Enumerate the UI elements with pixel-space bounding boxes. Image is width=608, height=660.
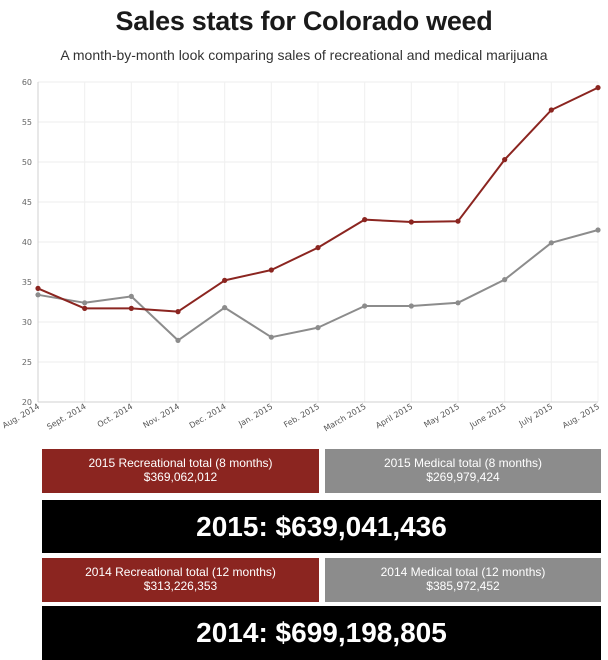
y-tick-label: 30 bbox=[22, 318, 32, 327]
chart-title: Sales stats for Colorado weed bbox=[115, 6, 493, 36]
rec-2015-value: $369,062,012 bbox=[143, 470, 218, 484]
med-2015-value: $269,979,424 bbox=[426, 470, 500, 484]
x-tick-label: Oct. 2014 bbox=[96, 402, 135, 429]
data-point-medical bbox=[315, 325, 321, 331]
data-point-recreational bbox=[128, 305, 134, 311]
data-point-recreational bbox=[35, 285, 41, 291]
data-point-medical bbox=[35, 292, 41, 298]
x-tick-label: April 2015 bbox=[374, 402, 414, 430]
x-tick-label: Aug. 2015 bbox=[561, 402, 601, 430]
x-tick-label: Jan. 2015 bbox=[236, 402, 274, 429]
data-point-recreational bbox=[175, 309, 181, 315]
x-tick-label: Feb. 2015 bbox=[282, 402, 321, 430]
med-2014-value: $385,972,452 bbox=[426, 579, 500, 593]
rec-2014-label: 2014 Recreational total (12 months) bbox=[85, 565, 276, 579]
x-tick-label: Dec. 2014 bbox=[188, 402, 228, 430]
y-tick-label: 45 bbox=[22, 198, 32, 207]
total-2015: 2015: $639,041,436 bbox=[42, 500, 601, 553]
rec-2014-box: 2014 Recreational total (12 months) $313… bbox=[42, 558, 319, 602]
data-point-recreational bbox=[268, 267, 274, 273]
data-point-medical bbox=[268, 334, 274, 340]
x-tick-label: July 2015 bbox=[517, 402, 555, 429]
data-point-medical bbox=[222, 305, 228, 311]
rec-2015-box: 2015 Recreational total (8 months) $369,… bbox=[42, 449, 319, 493]
data-point-medical bbox=[362, 303, 368, 309]
y-tick-label: 55 bbox=[22, 118, 32, 127]
data-point-recreational bbox=[362, 217, 368, 223]
x-tick-label: Sept. 2014 bbox=[45, 402, 87, 432]
y-tick-label: 20 bbox=[22, 398, 32, 407]
data-point-medical bbox=[408, 303, 414, 309]
data-point-recreational bbox=[502, 157, 508, 163]
data-point-medical bbox=[175, 337, 181, 343]
data-point-recreational bbox=[82, 305, 88, 311]
data-point-medical bbox=[595, 227, 601, 233]
data-point-recreational bbox=[548, 107, 554, 113]
y-tick-label: 25 bbox=[22, 358, 32, 367]
y-tick-label: 60 bbox=[22, 78, 32, 87]
med-2015-label: 2015 Medical total (8 months) bbox=[383, 456, 543, 470]
med-2014-label: 2014 Medical total (12 months) bbox=[380, 565, 546, 579]
data-point-medical bbox=[455, 300, 461, 306]
data-point-recreational bbox=[315, 245, 321, 251]
data-point-recreational bbox=[455, 218, 461, 224]
x-tick-label: Nov. 2014 bbox=[141, 402, 181, 430]
x-tick-label: June 2015 bbox=[467, 402, 507, 430]
chart-subtitle: A month-by-month look comparing sales of… bbox=[60, 47, 548, 63]
y-tick-label: 35 bbox=[22, 278, 32, 287]
med-2014-box: 2014 Medical total (12 months) $385,972,… bbox=[325, 558, 601, 602]
x-tick-label: March 2015 bbox=[322, 402, 367, 433]
data-point-medical bbox=[128, 293, 134, 299]
data-point-medical bbox=[82, 300, 88, 306]
x-tick-label: May 2015 bbox=[422, 402, 461, 430]
data-point-recreational bbox=[595, 85, 601, 91]
y-tick-label: 50 bbox=[22, 158, 32, 167]
rec-2015-label: 2015 Recreational total (8 months) bbox=[88, 456, 273, 470]
rec-2014-value: $313,226,353 bbox=[143, 579, 218, 593]
data-point-recreational bbox=[222, 277, 228, 283]
y-tick-label: 40 bbox=[22, 238, 32, 247]
med-2015-box: 2015 Medical total (8 months) $269,979,4… bbox=[325, 449, 601, 493]
data-point-recreational bbox=[408, 219, 414, 225]
data-point-medical bbox=[502, 277, 508, 283]
total-2014: 2014: $699,198,805 bbox=[42, 606, 601, 660]
data-point-medical bbox=[548, 240, 554, 246]
